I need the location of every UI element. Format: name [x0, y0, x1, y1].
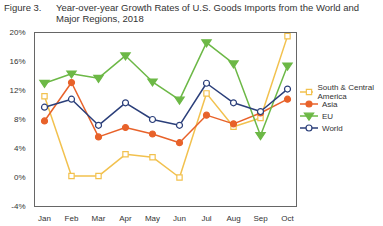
svg-text:12%: 12% — [9, 86, 25, 95]
svg-text:May: May — [145, 214, 160, 223]
svg-text:-4%: -4% — [11, 202, 25, 211]
svg-text:Jan: Jan — [38, 214, 51, 223]
svg-text:Jul: Jul — [201, 214, 211, 223]
svg-text:Mar: Mar — [92, 214, 106, 223]
html-text:South & Central America: South & Central America — [317, 83, 374, 101]
svg-text:20%: 20% — [9, 28, 25, 37]
svg-text:Aug: Aug — [226, 214, 240, 223]
svg-text:8%: 8% — [14, 115, 26, 124]
html-text:Asia: Asia — [322, 99, 338, 109]
svg-text:4%: 4% — [14, 144, 26, 153]
svg-text:0%: 0% — [14, 173, 26, 182]
svg-text:Sep: Sep — [253, 214, 268, 223]
html-text:Year-over-year Growth Rates of: Year-over-year Growth Rates of U.S. Good… — [56, 2, 360, 24]
svg-text:Apr: Apr — [119, 214, 132, 223]
html-text:World: World — [322, 123, 343, 133]
svg-text:Oct: Oct — [281, 214, 294, 223]
html-text:Figure 3.: Figure 3. — [4, 2, 42, 13]
svg-text:Feb: Feb — [65, 214, 79, 223]
svg-text:Jun: Jun — [173, 214, 186, 223]
svg-text:16%: 16% — [9, 57, 25, 66]
html-text:EU: EU — [322, 111, 334, 121]
